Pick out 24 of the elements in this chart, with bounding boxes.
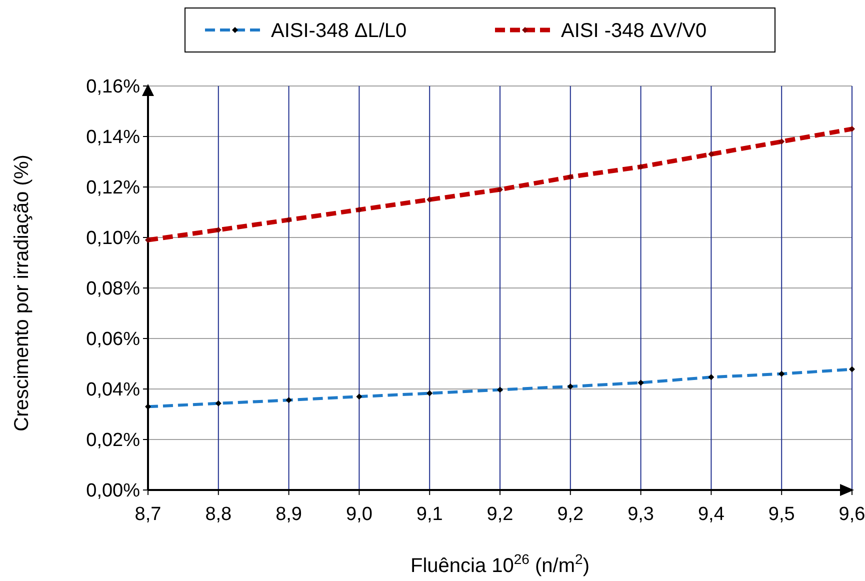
x-tick-label: 9,5 (768, 504, 795, 525)
y-axis-title: Crescimento por irradiação (%) (11, 154, 33, 432)
y-tick-label: 0,16% (86, 76, 140, 98)
x-tick-label: 9,2 (557, 504, 584, 525)
y-tick-label: 0,12% (86, 178, 140, 199)
y-tick-label: 0,08% (86, 278, 140, 300)
y-tick-label: 0,02% (86, 430, 140, 452)
x-tick-label: 9,1 (416, 504, 443, 525)
x-tick-label: 8,8 (205, 504, 232, 525)
y-tick-label: 0,04% (86, 380, 140, 401)
legend-label: AISI -348 ΔV/V0 (561, 20, 707, 42)
x-tick-label: 9,3 (628, 504, 654, 525)
legend-label: AISI-348 ΔL/L0 (271, 20, 407, 42)
y-tick-label: 0,10% (86, 228, 140, 250)
y-tick-label: 0,00% (86, 480, 140, 502)
x-axis-title: Fluência 10$^{26}$ (n/m$^{2}$) (410, 551, 590, 577)
x-tick-label: 8,7 (134, 504, 162, 525)
x-tick-label: 8,9 (276, 504, 302, 525)
x-tick-label: 9,6 (838, 504, 865, 525)
y-tick-label: 0,06% (86, 329, 140, 350)
y-tick-label: 0,14% (86, 127, 140, 148)
x-tick-label: 9,2 (486, 504, 514, 525)
x-tick-label: 9,4 (698, 504, 725, 525)
x-tick-label: 9,0 (346, 504, 372, 525)
